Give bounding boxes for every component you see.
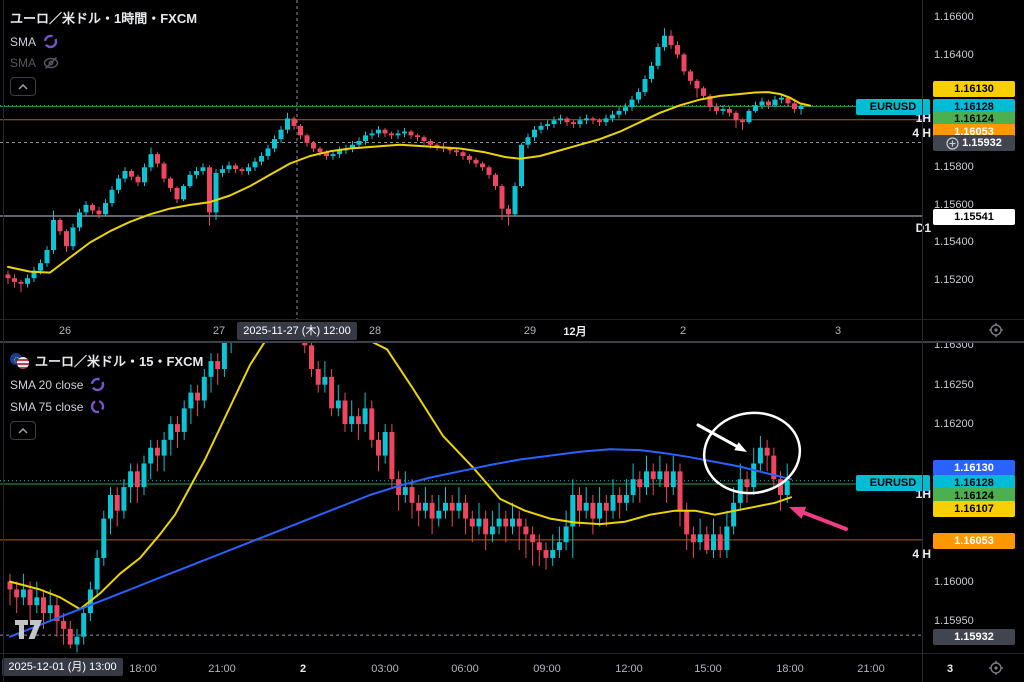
symbol-price-tag: EURUSD bbox=[856, 475, 930, 491]
price-label-chip: 1.16124 bbox=[933, 488, 1015, 504]
time-axis-settings-button[interactable] bbox=[988, 660, 1004, 679]
crosshair-time-label-1h: 2025-11-27 (木) 12:00 bbox=[237, 322, 357, 340]
tradingview-logo-watermark bbox=[15, 620, 42, 639]
candlestick-chart-1h[interactable] bbox=[0, 0, 922, 319]
crosshair-time-label-15m: 2025-12-01 (月) 13:00 bbox=[2, 658, 123, 676]
time-tick-label: 21:00 bbox=[208, 662, 236, 675]
price-label-chip: 1.16128 bbox=[933, 475, 1015, 491]
sma-line[interactable] bbox=[9, 448, 792, 638]
indicator-row-sma75[interactable]: SMA 75 close bbox=[10, 399, 203, 414]
annotation-ellipse[interactable] bbox=[699, 407, 805, 500]
time-axis-settings-button[interactable] bbox=[988, 322, 1004, 341]
annotation-arrow-head[interactable] bbox=[734, 442, 747, 452]
time-tick-label: 03:00 bbox=[371, 662, 399, 675]
indicator-row-sma20[interactable]: SMA 20 close bbox=[10, 377, 203, 392]
timeframe-level-label: D1 bbox=[915, 221, 931, 235]
candles bbox=[7, 343, 790, 653]
time-tick-label: 29 bbox=[523, 325, 537, 337]
time-axis-1h[interactable]: 2025-11-27 (木) 12:00 26 27 28 29 12月 2 3 bbox=[0, 319, 1024, 342]
legend-1h: ユーロ／米ドル・1時間・FXCM SMA SMA bbox=[10, 8, 197, 96]
symbol-title-text: ユーロ／米ドル・15・FXCM bbox=[35, 354, 204, 369]
price-tick-label: 1.15600 bbox=[934, 199, 974, 211]
legend-15m: ユーロ／米ドル・15・FXCM SMA 20 close SMA 75 clos… bbox=[10, 351, 203, 440]
time-tick-label: 18:00 bbox=[129, 662, 157, 675]
indicator-label: SMA 75 close bbox=[10, 399, 84, 414]
time-tick-label: 2 bbox=[679, 325, 687, 337]
price-tick-label: 1.15400 bbox=[934, 236, 974, 248]
time-axis-15m[interactable]: 2025-12-01 (月) 13:00 18:00 21:00 2 03:00 06:… bbox=[0, 653, 1024, 682]
time-tick-label: 26 bbox=[58, 325, 72, 337]
time-tick-label: 09:00 bbox=[533, 662, 561, 675]
price-tick-label: 1.16300 bbox=[934, 343, 974, 351]
indicator-row-sma-hidden[interactable]: SMA bbox=[10, 56, 197, 70]
symbol-price-tag: EURUSD bbox=[856, 99, 930, 115]
price-tick-label: 1.15950 bbox=[934, 615, 974, 627]
chevron-up-icon bbox=[18, 427, 28, 434]
timeframe-level-label: 4 H bbox=[912, 126, 931, 140]
loading-spinner-icon bbox=[43, 34, 58, 49]
time-tick-label: 3 bbox=[946, 662, 954, 675]
symbol-title-1h[interactable]: ユーロ／米ドル・1時間・FXCM bbox=[10, 8, 197, 27]
eye-slash-icon[interactable] bbox=[43, 56, 59, 70]
chart-left-border bbox=[3, 0, 4, 682]
price-tick-label: 1.16000 bbox=[934, 576, 974, 588]
time-tick-label: 18:00 bbox=[776, 662, 804, 675]
chart-panel-1h[interactable]: ユーロ／米ドル・1時間・FXCM SMA SMA bbox=[0, 0, 1024, 319]
price-label-chip: 1.16124 bbox=[933, 111, 1015, 127]
annotation-arrow-shaft[interactable] bbox=[696, 423, 738, 448]
indicator-label: SMA bbox=[10, 34, 37, 49]
sma-line[interactable] bbox=[7, 91, 811, 274]
annotation-arrow-shaft[interactable] bbox=[801, 510, 848, 531]
price-tick-label: 1.16600 bbox=[934, 11, 974, 23]
time-tick-label: 27 bbox=[212, 325, 226, 337]
gear-icon bbox=[989, 323, 1003, 337]
time-tick-label: 28 bbox=[368, 325, 382, 337]
time-tick-label: 06:00 bbox=[451, 662, 479, 675]
chevron-up-icon bbox=[18, 83, 28, 90]
indicator-label: SMA 20 close bbox=[10, 377, 84, 392]
price-label-chip: 1.16053 bbox=[933, 533, 1015, 549]
eurusd-flags-icon bbox=[10, 352, 30, 369]
loading-spinner-icon bbox=[91, 377, 105, 392]
price-label-chip: 1.15932 bbox=[933, 629, 1015, 645]
timeframe-level-label: 4 H bbox=[912, 547, 931, 561]
symbol-title-text: ユーロ／米ドル・1時間・FXCM bbox=[10, 11, 198, 26]
price-label-chip: 1.16130 bbox=[933, 81, 1015, 97]
indicator-row-sma[interactable]: SMA bbox=[10, 34, 197, 49]
price-tick-label: 1.16200 bbox=[934, 418, 974, 430]
candlestick-chart-15m[interactable] bbox=[0, 343, 922, 653]
time-tick-label: 2 bbox=[299, 662, 307, 675]
time-tick-label: 21:00 bbox=[857, 662, 885, 675]
price-label-chip: 1.15932 bbox=[933, 135, 1015, 151]
annotation-arrow-head[interactable] bbox=[789, 506, 807, 519]
loading-spinner-icon bbox=[91, 399, 105, 414]
time-tick-label: 15:00 bbox=[694, 662, 722, 675]
collapse-panel-button[interactable] bbox=[10, 77, 36, 96]
indicator-label: SMA bbox=[10, 56, 37, 70]
price-tick-label: 1.16250 bbox=[934, 379, 974, 391]
price-label-chip: 1.16130 bbox=[933, 460, 1015, 476]
gear-icon bbox=[989, 661, 1003, 675]
price-label-chip: 1.15541 bbox=[933, 209, 1015, 225]
price-label-chip: 1.16107 bbox=[933, 501, 1015, 517]
price-tick-label: 1.15800 bbox=[934, 161, 974, 173]
price-tick-label: 1.16400 bbox=[934, 49, 974, 61]
panel-divider[interactable] bbox=[0, 341, 1024, 343]
collapse-panel-button[interactable] bbox=[10, 421, 36, 440]
price-axis-border[interactable] bbox=[922, 0, 923, 682]
chart-panel-15m[interactable]: ユーロ／米ドル・15・FXCM SMA 20 close SMA 75 clos… bbox=[0, 343, 1024, 653]
add-alert-plus-icon[interactable] bbox=[946, 136, 959, 150]
symbol-title-15m[interactable]: ユーロ／米ドル・15・FXCM bbox=[10, 351, 203, 370]
time-tick-label: 12月 bbox=[563, 326, 587, 338]
time-tick-label: 12:00 bbox=[615, 662, 643, 675]
sma-line[interactable] bbox=[9, 343, 792, 611]
price-tick-label: 1.15200 bbox=[934, 274, 974, 286]
time-tick-label: 3 bbox=[834, 325, 842, 337]
